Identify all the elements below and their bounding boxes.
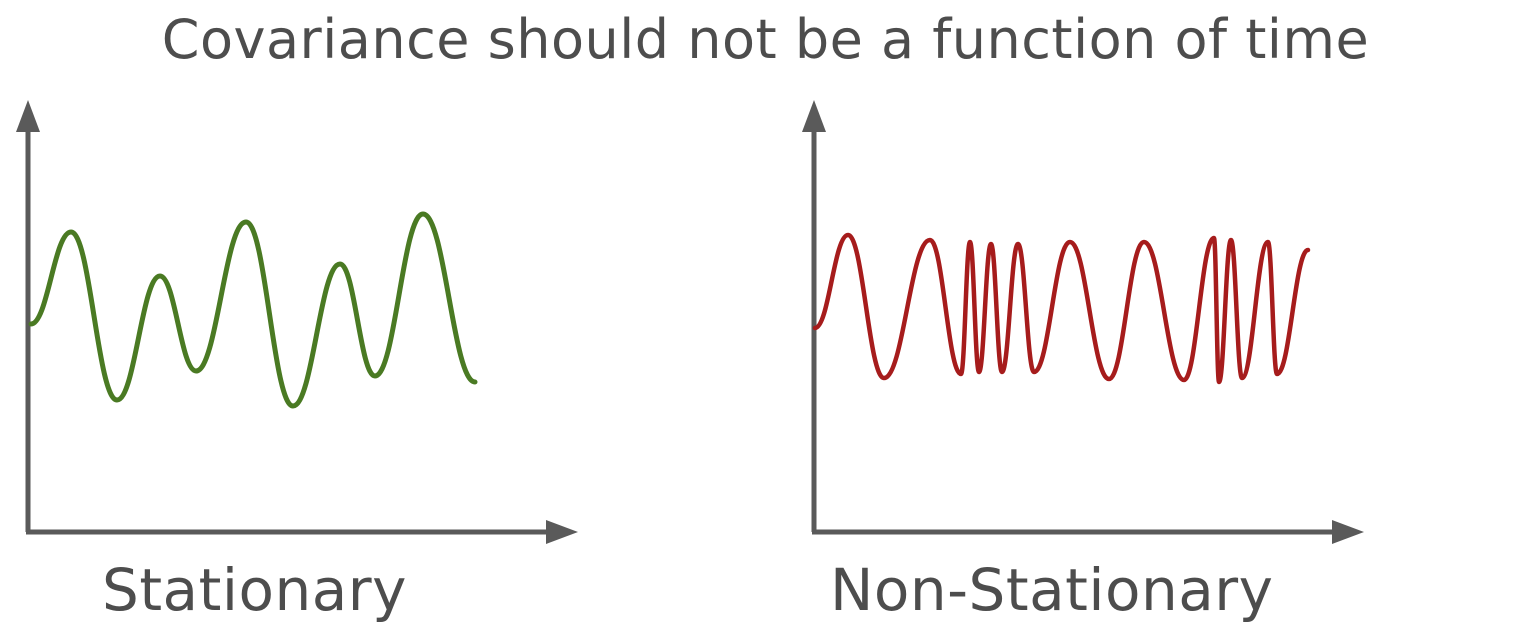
stationary-axes xyxy=(16,100,578,544)
non-stationary-caption: Non-Stationary xyxy=(830,556,1274,624)
non-stationary-plot xyxy=(802,100,1364,544)
x-axis-arrow-icon xyxy=(1332,520,1364,544)
non-stationary-axes xyxy=(802,100,1364,544)
page-title: Covariance should not be a function of t… xyxy=(161,8,1370,71)
y-axis-arrow-icon xyxy=(16,100,40,132)
stationary-panel: Stationary xyxy=(0,92,590,632)
x-axis-arrow-icon xyxy=(546,520,578,544)
non-stationary-panel: Non-Stationary xyxy=(786,92,1376,632)
stationary-plot xyxy=(16,100,578,544)
stationary-signal xyxy=(28,211,478,409)
stationary-caption: Stationary xyxy=(102,556,407,624)
y-axis-arrow-icon xyxy=(802,100,826,132)
non-stationary-signal xyxy=(812,232,1311,385)
